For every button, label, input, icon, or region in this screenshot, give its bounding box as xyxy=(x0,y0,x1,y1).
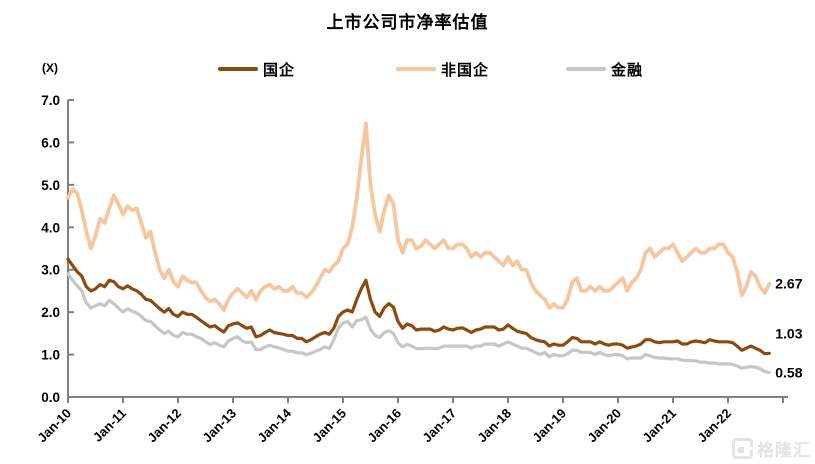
series-line-金融 xyxy=(66,272,771,374)
legend-item-jinrong: 金融 xyxy=(566,60,644,79)
y-tick-label: 1.0 xyxy=(41,348,60,363)
x-tick-label: Jan-11 xyxy=(90,406,129,445)
chart-title: 上市公司市净率估值 xyxy=(326,13,489,32)
series-end-label-非国企: 2.67 xyxy=(775,276,802,292)
y-tick-label: 3.0 xyxy=(41,263,60,278)
x-tick-label: Jan-21 xyxy=(639,406,679,446)
gelonghui-logo-icon xyxy=(732,438,753,459)
series-end-label-国企: 1.03 xyxy=(775,325,802,341)
gelonghui-watermark-text: 格隆汇 xyxy=(757,441,811,460)
series-end-label-金融: 0.58 xyxy=(775,364,802,380)
x-tick-label: Jan-18 xyxy=(474,406,514,446)
axis-lines xyxy=(67,100,788,398)
legend-line-swatch-guoqi xyxy=(218,67,258,71)
legend-line-swatch-fei-guoqi xyxy=(396,67,436,71)
series-line-非国企 xyxy=(66,121,772,312)
legend-label-guoqi: 国企 xyxy=(263,61,296,79)
x-tick-label: Jan-19 xyxy=(529,406,569,446)
x-tick-label: Jan-20 xyxy=(584,406,624,446)
y-tick-label: 2.0 xyxy=(41,305,60,320)
legend-label-jinrong: 金融 xyxy=(611,61,644,79)
series-line-国企 xyxy=(66,257,771,356)
x-tick-label: Jan-10 xyxy=(34,406,74,446)
x-tick-label: Jan-14 xyxy=(254,405,294,445)
x-tick-label: Jan-22 xyxy=(694,406,734,446)
legend-item-fei-guoqi: 非国企 xyxy=(396,60,490,79)
legend-item-guoqi: 国企 xyxy=(218,60,296,79)
y-tick-label: 0.0 xyxy=(41,390,60,405)
y-tick-label: 5.0 xyxy=(41,178,60,193)
x-tick-label: Jan-13 xyxy=(199,406,239,446)
y-tick-label: 7.0 xyxy=(41,93,60,108)
x-tick-label: Jan-12 xyxy=(144,406,184,446)
y-axis-unit-label: (X) xyxy=(42,61,58,75)
y-tick-label: 4.0 xyxy=(41,220,60,235)
x-tick-label: Jan-17 xyxy=(419,406,459,446)
x-tick-label: Jan-15 xyxy=(309,406,349,446)
gelonghui-watermark: 格隆汇 xyxy=(732,436,811,461)
x-tick-label: Jan-16 xyxy=(364,406,404,446)
legend-label-fei-guoqi: 非国企 xyxy=(441,61,490,79)
y-tick-label: 6.0 xyxy=(41,135,60,150)
legend-line-swatch-jinrong xyxy=(566,67,606,71)
